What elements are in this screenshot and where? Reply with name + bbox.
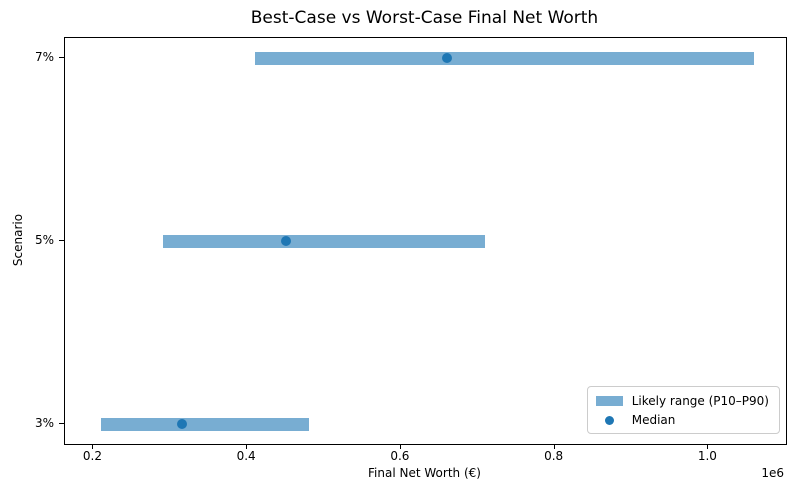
median-dot	[280, 236, 291, 246]
x-tick-label: 0.6	[390, 449, 410, 463]
y-tick-mark	[59, 57, 64, 58]
x-tick-mark	[399, 444, 401, 449]
range-swatch-icon	[595, 396, 623, 406]
median-dot	[176, 419, 187, 429]
median-dot	[442, 53, 453, 63]
legend-label-median: Median	[631, 413, 676, 427]
legend-entry-median: Median	[596, 413, 769, 427]
legend: Likely range (P10–P90) Median	[586, 386, 780, 434]
legend-entry-range: Likely range (P10–P90)	[595, 394, 769, 408]
median-dot-icon	[604, 415, 614, 425]
x-tick-label: 1.0	[697, 449, 717, 463]
range-bar	[254, 51, 755, 65]
y-tick-label: 5%	[34, 233, 54, 247]
x-tick-mark	[707, 444, 709, 449]
x-tick-mark	[553, 444, 555, 449]
x-tick-mark	[92, 444, 94, 449]
y-tick-mark	[59, 423, 64, 424]
range-bar	[101, 417, 309, 431]
y-tick-label: 7%	[34, 50, 54, 64]
x-tick-label: 0.4	[236, 449, 256, 463]
axis-offset-text: 1e6	[761, 466, 784, 480]
x-tick-label: 0.2	[82, 449, 102, 463]
x-axis-label: Final Net Worth (€)	[368, 466, 481, 480]
x-tick-label: 0.8	[544, 449, 564, 463]
legend-label-range: Likely range (P10–P90)	[631, 394, 769, 408]
plot-area: Likely range (P10–P90) Median	[64, 37, 787, 445]
y-tick-mark	[59, 240, 64, 241]
x-tick-mark	[246, 444, 248, 449]
range-bar	[162, 234, 486, 248]
y-tick-label: 3%	[34, 416, 54, 430]
y-axis-label: Scenario	[11, 213, 25, 267]
chart-title: Best-Case vs Worst-Case Final Net Worth	[250, 8, 599, 28]
